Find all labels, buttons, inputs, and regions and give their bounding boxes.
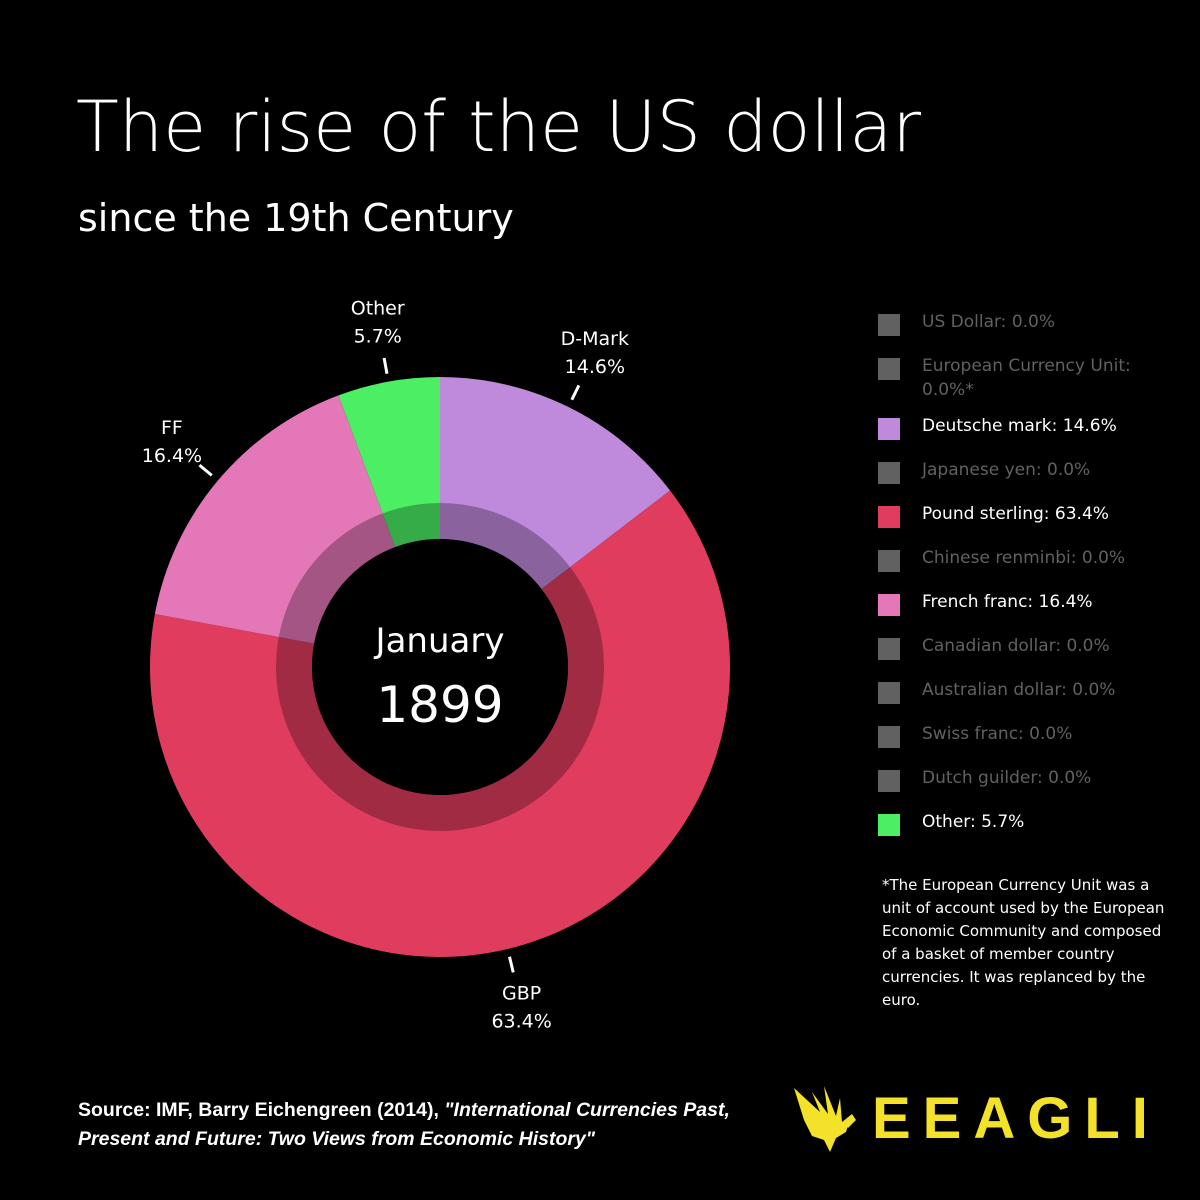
source-citation: Source: IMF, Barry Eichengreen (2014), "… — [78, 1096, 778, 1154]
legend-label: Canadian dollar: 0.0% — [922, 636, 1110, 656]
slice-ff — [154, 395, 396, 644]
legend-item: Chinese renminbi: 0.0% — [878, 546, 1178, 590]
legend-item: Australian dollar: 0.0% — [878, 678, 1178, 722]
legend-item: Pound sterling: 63.4% — [878, 502, 1178, 546]
legend-swatch — [878, 462, 900, 484]
legend-item: Japanese yen: 0.0% — [878, 458, 1178, 502]
legend-label: Pound sterling: 63.4% — [922, 504, 1109, 524]
legend-label: European Currency Unit: 0.0%* — [922, 356, 1131, 400]
legend-swatch — [878, 682, 900, 704]
leader-tick-dm — [570, 384, 581, 401]
slice-label-other: Other — [351, 298, 405, 320]
legend-swatch — [878, 770, 900, 792]
eagle-icon — [794, 1086, 856, 1152]
legend-label: Other: 5.7% — [922, 812, 1025, 832]
legend-swatch — [878, 418, 900, 440]
center-year: 1899 — [376, 676, 503, 734]
legend-label: Dutch guilder: 0.0% — [922, 768, 1092, 788]
legend-label: US Dollar: 0.0% — [922, 312, 1056, 332]
legend-item: Deutsche mark: 14.6% — [878, 414, 1178, 458]
slice-label-dm: D-Mark — [561, 328, 629, 350]
source-title: "International Currencies Past, Present … — [78, 1099, 730, 1150]
slice-gbp — [149, 490, 731, 957]
slice-value-other: 5.7% — [354, 326, 402, 348]
legend-swatch — [878, 314, 900, 336]
legend-label: Chinese renminbi: 0.0% — [922, 548, 1126, 568]
donut-hole — [312, 539, 568, 795]
legend-swatch — [878, 814, 900, 836]
brand-logo: EEAGLI — [790, 1078, 1160, 1158]
slice-value-gbp: 63.4% — [491, 1010, 551, 1032]
leader-tick-other — [382, 357, 389, 375]
footnote: *The European Currency Unit was a unit o… — [882, 876, 1165, 1009]
legend-swatch — [878, 594, 900, 616]
legend-label: French franc: 16.4% — [922, 592, 1093, 612]
center-month: January — [374, 621, 505, 661]
legend-item: French franc: 16.4% — [878, 590, 1178, 634]
source-prefix: Source: IMF, Barry Eichengreen (2014), — [78, 1099, 445, 1121]
slice-value-ff: 16.4% — [142, 445, 202, 467]
legend-label: Japanese yen: 0.0% — [922, 460, 1091, 480]
legend-item: US Dollar: 0.0% — [878, 310, 1178, 354]
chart-subtitle: since the 19th Century — [78, 196, 514, 240]
slice-value-dm: 14.6% — [565, 356, 625, 378]
legend-swatch — [878, 358, 900, 380]
slice-other — [338, 377, 440, 548]
legend-item: European Currency Unit: 0.0%* — [878, 354, 1178, 414]
slice-label-gbp: GBP — [502, 982, 541, 1004]
legend-item: Other: 5.7% — [878, 810, 1178, 854]
legend: US Dollar: 0.0% European Currency Unit: 0… — [878, 310, 1178, 854]
leader-tick-gbp — [508, 956, 515, 973]
slice-label-ff: FF — [161, 417, 183, 439]
legend-swatch — [878, 550, 900, 572]
legend-label: Swiss franc: 0.0% — [922, 724, 1073, 744]
legend-label: Deutsche mark: 14.6% — [922, 416, 1117, 436]
legend-swatch — [878, 638, 900, 660]
legend-swatch — [878, 506, 900, 528]
legend-item: Swiss franc: 0.0% — [878, 722, 1178, 766]
brand-name: EEAGLI — [872, 1085, 1160, 1151]
legend-swatch — [878, 726, 900, 748]
legend-item: Dutch guilder: 0.0% — [878, 766, 1178, 810]
legend-label: Australian dollar: 0.0% — [922, 680, 1116, 700]
donut-inner-ring — [276, 503, 604, 831]
legend-item: Canadian dollar: 0.0% — [878, 634, 1178, 678]
slice-dm — [440, 377, 671, 590]
leader-tick-ff — [198, 463, 213, 477]
chart-title: The rise of the US dollar — [76, 86, 922, 168]
